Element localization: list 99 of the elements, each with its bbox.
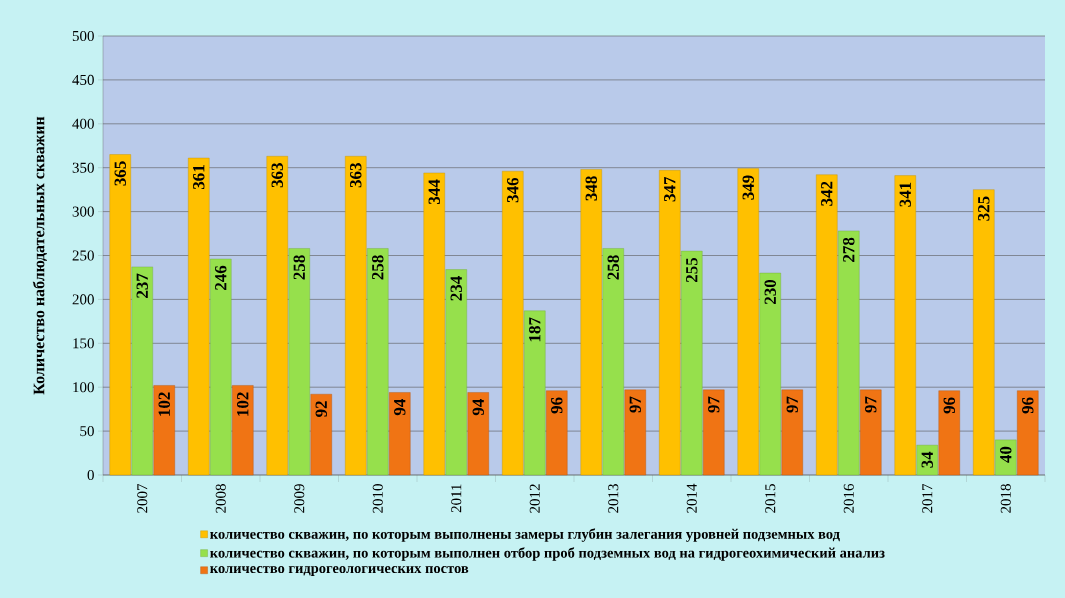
data-label: 102 [158,392,170,416]
data-label: 96 [1022,397,1034,414]
data-label: 348 [585,176,597,201]
bar [816,174,838,476]
data-label: 258 [372,255,384,280]
bar [389,392,411,476]
bar [131,266,153,476]
bar [703,389,725,476]
bar [838,230,860,476]
legend-label: количество скважин, по которым выполнены замеры глубин залегания уровней подземных вод [210,528,840,542]
data-label: 349 [742,175,754,200]
bar [467,392,489,476]
data-label: 363 [271,163,283,188]
bar [659,170,681,476]
data-label: 365 [114,161,126,186]
data-label: 255 [686,257,698,283]
data-label: 96 [943,397,955,414]
bar [367,248,389,476]
bar [781,389,803,476]
bar [232,385,254,476]
data-label: 325 [978,196,990,221]
data-label: 363 [350,163,362,188]
bar [288,248,310,476]
data-label: 97 [708,396,720,413]
x-tick-label: 2010 [372,484,383,513]
bar [759,272,781,476]
data-label: 94 [472,398,484,416]
bar [546,390,568,476]
bar [524,310,546,476]
data-label: 40 [1000,446,1012,463]
y-tick-label: 100 [73,382,94,393]
x-tick-label: 2008 [215,484,226,513]
data-label: 234 [450,276,462,301]
data-label: 92 [315,401,327,417]
data-label: 97 [629,396,641,413]
bar [502,171,524,476]
data-label: 341 [899,182,911,207]
data-label: 97 [786,396,798,413]
data-label: 342 [821,181,833,206]
bar [445,269,467,476]
legend-label: количество скважин, по которым выполнен отбор проб подземных вод на гидрогеохимический анализ [210,547,885,561]
x-tick-label: 2009 [294,484,305,513]
bar [210,258,232,476]
data-label: 96 [551,397,563,414]
bar [345,156,367,476]
x-tick-label: 2018 [1000,484,1011,513]
bar [624,389,646,476]
bar [310,394,332,476]
data-label: 278 [843,237,855,262]
data-label: 344 [428,179,440,205]
bar [580,169,602,476]
data-label: 237 [136,273,148,298]
data-label: 346 [507,177,519,203]
bar [681,250,703,476]
y-tick-label: 400 [72,118,94,129]
data-label: 258 [607,255,619,280]
bar [266,156,288,476]
x-tick-label: 2014 [686,483,697,513]
bar [995,439,1017,476]
bar [737,168,759,476]
y-tick-label: 0 [87,469,94,481]
y-tick-label: 500 [72,30,94,42]
data-label: 34 [921,451,933,468]
y-tick-label: 150 [73,338,94,349]
data-label: 347 [664,176,676,202]
data-label: 97 [865,396,877,413]
data-label: 258 [293,255,305,280]
x-tick-label: 2013 [608,484,619,513]
y-tick-label: 450 [72,74,94,85]
x-tick-label: 2015 [765,484,776,513]
bar [916,444,938,476]
bar [423,172,445,476]
bar [973,189,995,476]
y-tick-label: 50 [80,426,94,437]
x-tick-label: 2007 [137,483,148,513]
data-label: 230 [764,279,776,305]
bar [1017,390,1039,476]
bar [938,390,960,476]
x-tick-label: 2012 [529,484,540,513]
x-tick-label: 2017 [922,483,933,513]
legend-label: количество гидрогеологических постов [210,566,469,576]
data-label: 361 [193,165,205,190]
data-label: 94 [394,398,406,416]
data-label: 246 [215,265,227,290]
data-label: 102 [237,392,249,416]
y-axis-title: Количество наблюдательных скважин [32,116,47,395]
y-tick-label: 200 [72,294,94,305]
bar [188,157,210,476]
y-tick-label: 300 [72,206,94,217]
y-tick-label: 250 [72,250,94,261]
y-tick-label: 350 [72,162,94,173]
x-tick-label: 2011 [451,484,462,513]
data-label: 187 [529,317,541,342]
x-tick-label: 2016 [843,483,854,513]
bar [602,248,624,476]
bar [153,385,175,476]
bar [894,175,916,476]
bar [109,154,131,476]
bar [860,389,882,476]
